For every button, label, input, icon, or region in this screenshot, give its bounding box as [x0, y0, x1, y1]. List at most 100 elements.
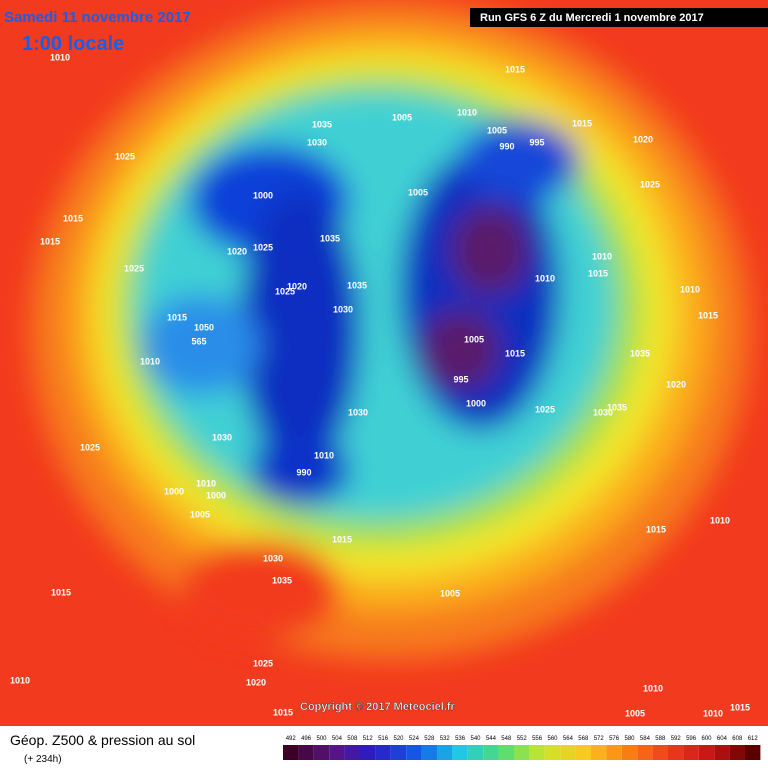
lead-time: (+ 234h)	[24, 754, 62, 765]
pressure-label: 1000	[164, 486, 184, 496]
scale-label: 508	[347, 736, 358, 742]
scale-swatch	[406, 745, 422, 760]
scale-swatch	[390, 745, 407, 760]
pressure-label: 1025	[115, 151, 135, 161]
footer-title: Géop. Z500 & pression au sol	[10, 732, 195, 748]
scale-label: 492	[286, 736, 297, 742]
scale-label: 556	[532, 736, 543, 742]
scale-label: 580	[624, 736, 635, 742]
scale-swatch	[606, 745, 622, 760]
pressure-label: 1010	[710, 515, 730, 525]
run-banner	[470, 8, 768, 27]
scale-label: 536	[455, 736, 466, 742]
pressure-label: 1015	[572, 118, 592, 128]
scale-label: 572	[594, 736, 605, 742]
pressure-label: 1010	[50, 52, 70, 62]
pressure-label: 1030	[263, 553, 283, 563]
scale-label: 552	[517, 736, 528, 742]
scale-swatch	[698, 745, 715, 760]
pressure-label: 1025	[253, 242, 273, 252]
pressure-label: 1025	[124, 263, 144, 273]
scale-label: 532	[440, 736, 451, 742]
scale-label: 540	[470, 736, 481, 742]
scale-label: 560	[547, 736, 558, 742]
height-field	[30, 0, 750, 660]
pressure-label: 1010	[643, 683, 663, 693]
pressure-label: 1005	[464, 334, 484, 344]
color-scale: 492 496 500 504 508 512 516 520 524 528 532 536 540 5…	[283, 736, 761, 760]
scale-swatch	[668, 745, 684, 760]
pressure-label: 1015	[646, 524, 666, 534]
pressure-label: 1005	[190, 509, 210, 519]
date-label: Samedi 11 novembre 2017	[4, 9, 191, 26]
pressure-label: 1015	[51, 587, 71, 597]
pressure-label: 1030	[593, 407, 613, 417]
scale-swatch	[329, 745, 345, 760]
pressure-label: 1005	[392, 112, 412, 122]
scale-swatch	[529, 745, 545, 760]
scale-label: 516	[378, 736, 389, 742]
pressure-label: 1030	[212, 432, 232, 442]
scale-label: 564	[563, 736, 574, 742]
pressure-label: 1035	[630, 348, 650, 358]
pressure-label: 1025	[275, 286, 295, 296]
pressure-label: 1000	[206, 490, 226, 500]
scale-swatch	[637, 745, 653, 760]
scale-label: 528	[424, 736, 435, 742]
scale-label: 520	[393, 736, 404, 742]
pressure-label: 1015	[63, 213, 83, 223]
pressure-label: 1000	[253, 190, 273, 200]
pressure-label: 1015	[273, 707, 293, 717]
pressure-label: 1035	[607, 402, 627, 412]
scale-label: 544	[486, 736, 497, 742]
pressure-label: 1010	[535, 273, 555, 283]
pressure-label: 1025	[640, 179, 660, 189]
scale-swatch	[483, 745, 499, 760]
pressure-label: 1035	[320, 233, 340, 243]
pressure-label: 1005	[625, 708, 645, 718]
pressure-label: 1015	[167, 312, 187, 322]
pressure-label: 1015	[588, 268, 608, 278]
scale-swatch	[560, 745, 576, 760]
scale-label: 592	[671, 736, 682, 742]
pressure-label: 990	[499, 141, 514, 151]
scale-swatch	[360, 745, 376, 760]
pressure-label: 995	[453, 374, 468, 384]
pressure-label: 1025	[535, 404, 555, 414]
pressure-label: 1050	[194, 322, 214, 332]
pressure-label: 1005	[440, 588, 460, 598]
pressure-label: 1010	[140, 356, 160, 366]
pressure-label: 1015	[505, 64, 525, 74]
pressure-label: 1015	[730, 702, 750, 712]
pressure-label: 995	[529, 137, 544, 147]
pressure-label: 1000	[466, 398, 486, 408]
scale-label: 524	[409, 736, 420, 742]
scale-label: 500	[316, 736, 327, 742]
pressure-label: 1010	[592, 251, 612, 261]
pressure-label: 1020	[287, 281, 307, 291]
pressure-label: 990	[296, 467, 311, 477]
run-label: Run GFS 6 Z du Mercredi 1 novembre 2017	[480, 12, 704, 24]
pressure-label: 1015	[40, 236, 60, 246]
scale-swatch	[298, 745, 314, 760]
pressure-label: 1020	[633, 134, 653, 144]
scale-label: 496	[301, 736, 312, 742]
pressure-label: 1010	[680, 284, 700, 294]
scale-label: 600	[701, 736, 712, 742]
scale-label: 576	[609, 736, 620, 742]
pressure-label: 1035	[272, 575, 292, 585]
scale-swatch	[437, 745, 453, 760]
pressure-label: 1020	[227, 246, 247, 256]
scale-swatch	[514, 745, 530, 760]
scale-label: 608	[732, 736, 743, 742]
pressure-label: 1030	[348, 407, 368, 417]
pressure-label: 1005	[487, 125, 507, 135]
map	[0, 0, 768, 726]
scale-swatch	[544, 745, 561, 760]
pressure-label: 1010	[457, 107, 477, 117]
pressure-label: 1010	[196, 478, 216, 488]
time-label: 1:00 locale	[22, 33, 124, 55]
scale-swatch	[375, 745, 391, 760]
